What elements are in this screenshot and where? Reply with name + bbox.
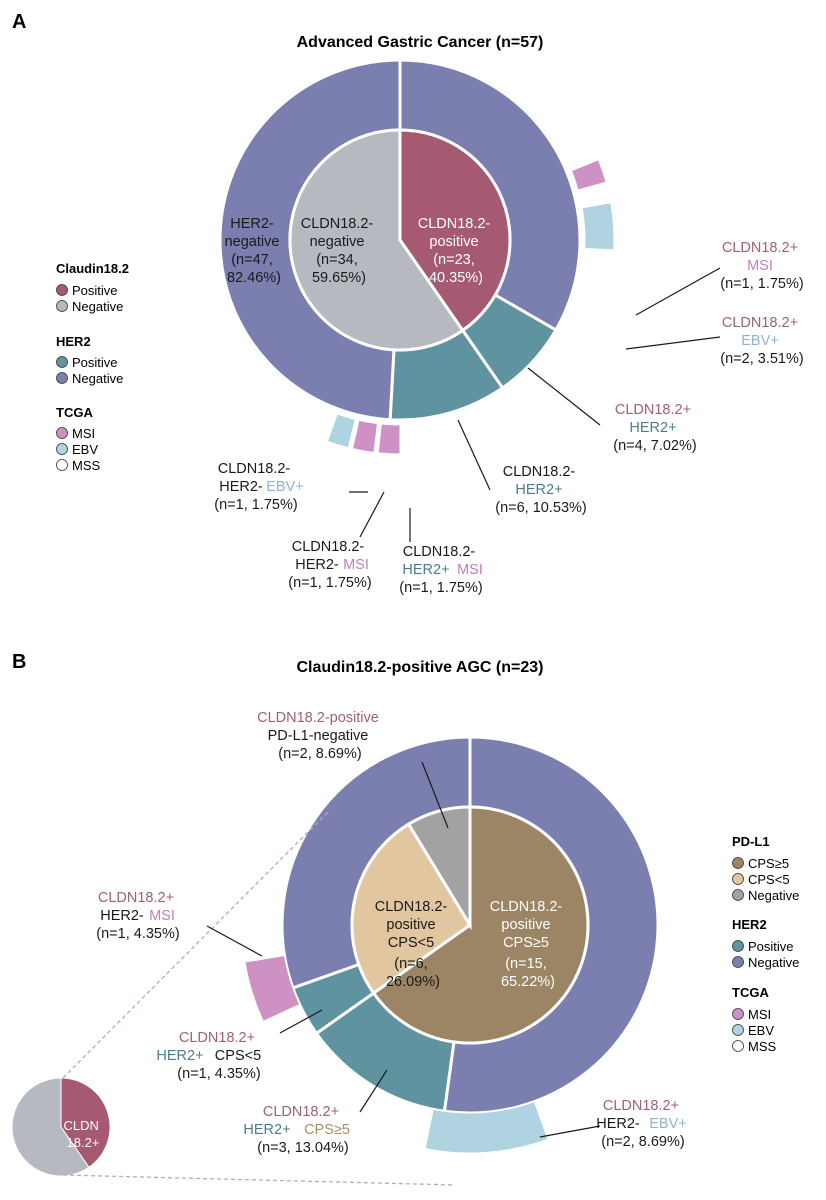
label-b-her2-cps-ge5: CLDN18.2+ HER2+ CPS≥5 (n=3, 13.04%) — [243, 1104, 354, 1156]
outer-ebv-segment — [326, 413, 356, 449]
legend-swatch — [56, 459, 68, 471]
label-b-mini: CLDN 18.2+ — [63, 1118, 102, 1150]
inset-cldn-negative — [11, 1077, 90, 1177]
leader-line — [457, 419, 491, 491]
leader-line — [527, 367, 601, 426]
legend-swatch — [56, 356, 68, 368]
legend-panel-a: Claudin18.2 Positive Negative HER2 Posit… — [56, 261, 129, 473]
legend-swatch — [56, 372, 68, 384]
leader-line — [421, 761, 449, 829]
label-b-cps-ge5: CLDN18.2- positive CPS≥5 (n=15, 65.22%) — [490, 899, 567, 990]
slice-pdl1-negative — [406, 805, 472, 931]
legend-swatch — [56, 443, 68, 455]
panel-a-donut — [218, 58, 721, 542]
leader-line — [359, 491, 385, 538]
inset-connector — [62, 809, 331, 1079]
legend-swatch — [56, 300, 68, 312]
legend-label: MSS — [72, 458, 101, 473]
legend-label: EBV — [748, 1023, 774, 1038]
label-pos-her2: CLDN18.2+ HER2+ (n=4, 7.02%) — [613, 402, 696, 454]
legend-label: Positive — [748, 939, 794, 954]
panel-a-letter: A — [12, 11, 26, 33]
outer-ebv-segment — [581, 202, 615, 251]
legend-header: HER2 — [732, 917, 767, 932]
slice-cldn-positive — [398, 128, 512, 333]
legend-swatch — [732, 1040, 744, 1052]
inset-cldn-positive — [60, 1077, 111, 1168]
legend-panel-b: PD-L1 CPS≥5 CPS<5 Negative HER2 Positive… — [732, 834, 799, 1054]
legend-label: MSI — [72, 426, 95, 441]
label-her2-negative: HER2- negative (n=47, 82.46%) — [225, 216, 284, 286]
leader-line — [206, 925, 263, 957]
label-b-msi: CLDN18.2+ HER2- MSI (n=1, 4.35%) — [96, 890, 179, 942]
legend-label: Negative — [72, 299, 123, 314]
legend-label: MSS — [748, 1039, 777, 1054]
legend-header: TCGA — [56, 405, 93, 420]
legend-label: Negative — [748, 888, 799, 903]
legend-label: Positive — [72, 283, 118, 298]
label-neg-msi: CLDN18.2- HER2- MSI (n=1, 1.75%) — [288, 539, 373, 591]
label-b-ebv: CLDN18.2+ HER2- EBV+ (n=2, 8.69%) — [596, 1098, 691, 1150]
panel-b-title: Claudin18.2-positive AGC (n=23) — [296, 659, 543, 676]
label-pos-msi: CLDN18.2+ MSI (n=1, 1.75%) — [720, 240, 803, 292]
legend-swatch — [732, 1008, 744, 1020]
legend-label: MSI — [748, 1007, 771, 1022]
label-b-pdl1-negative: CLDN18.2-positive PD-L1-negative (n=2, 8… — [257, 710, 383, 762]
legend-swatch — [56, 427, 68, 439]
legend-label: Negative — [748, 955, 799, 970]
inset-connector — [62, 1174, 456, 1186]
legend-label: Positive — [72, 355, 118, 370]
leader-line — [359, 1069, 388, 1113]
leader-line — [625, 336, 721, 350]
legend-swatch — [732, 956, 744, 968]
legend-header: TCGA — [732, 985, 769, 1000]
legend-label: Negative — [72, 371, 123, 386]
label-neg-her2pos-msi: CLDN18.2- HER2+ MSI (n=1, 1.75%) — [399, 544, 487, 596]
leader-line — [279, 1009, 323, 1034]
outer-msi-segment — [244, 954, 301, 1023]
label-neg-ebv: CLDN18.2- HER2- EBV+ (n=1, 1.75%) — [214, 461, 307, 513]
slice-cldn-negative — [288, 128, 465, 352]
panel-b-donut — [11, 735, 660, 1186]
outer-msi-segment — [377, 423, 401, 455]
legend-swatch — [732, 873, 744, 885]
legend-label: CPS<5 — [748, 872, 790, 887]
legend-swatch — [56, 284, 68, 296]
label-pos-ebv: CLDN18.2+ EBV+ (n=2, 3.51%) — [720, 315, 803, 367]
panel-a-title: Advanced Gastric Cancer (n=57) — [297, 34, 544, 51]
label-cldn-negative: CLDN18.2- negative (n=34, 59.65%) — [301, 216, 378, 286]
label-cldn-positive: CLDN18.2- positive (n=23, 40.35%) — [418, 216, 495, 286]
legend-label: CPS≥5 — [748, 856, 789, 871]
legend-header: HER2 — [56, 334, 91, 349]
leader-line — [635, 267, 721, 316]
label-b-cps-lt5: CLDN18.2- positive CPS<5 (n=6, 26.09%) — [375, 899, 452, 990]
legend-swatch — [732, 889, 744, 901]
slice-cps-ge5 — [371, 805, 590, 1045]
legend-label: EBV — [72, 442, 98, 457]
leader-line — [539, 1125, 601, 1138]
legend-swatch — [732, 940, 744, 952]
label-neg-her2pos: CLDN18.2- HER2+ (n=6, 10.53%) — [495, 464, 587, 516]
legend-header: Claudin18.2 — [56, 261, 129, 276]
slice-cps-lt5 — [350, 822, 473, 996]
legend-swatch — [732, 1024, 744, 1036]
legend-header: PD-L1 — [732, 834, 770, 849]
label-b-her2-cps-lt5: CLDN18.2+ HER2+ CPS<5 (n=1, 4.35%) — [156, 1030, 265, 1082]
legend-swatch — [732, 857, 744, 869]
outer-msi-segment — [351, 419, 379, 453]
outer-msi-segment — [570, 159, 607, 191]
outer-ebv-segment — [424, 1101, 549, 1154]
panel-b-letter: B — [12, 651, 26, 673]
